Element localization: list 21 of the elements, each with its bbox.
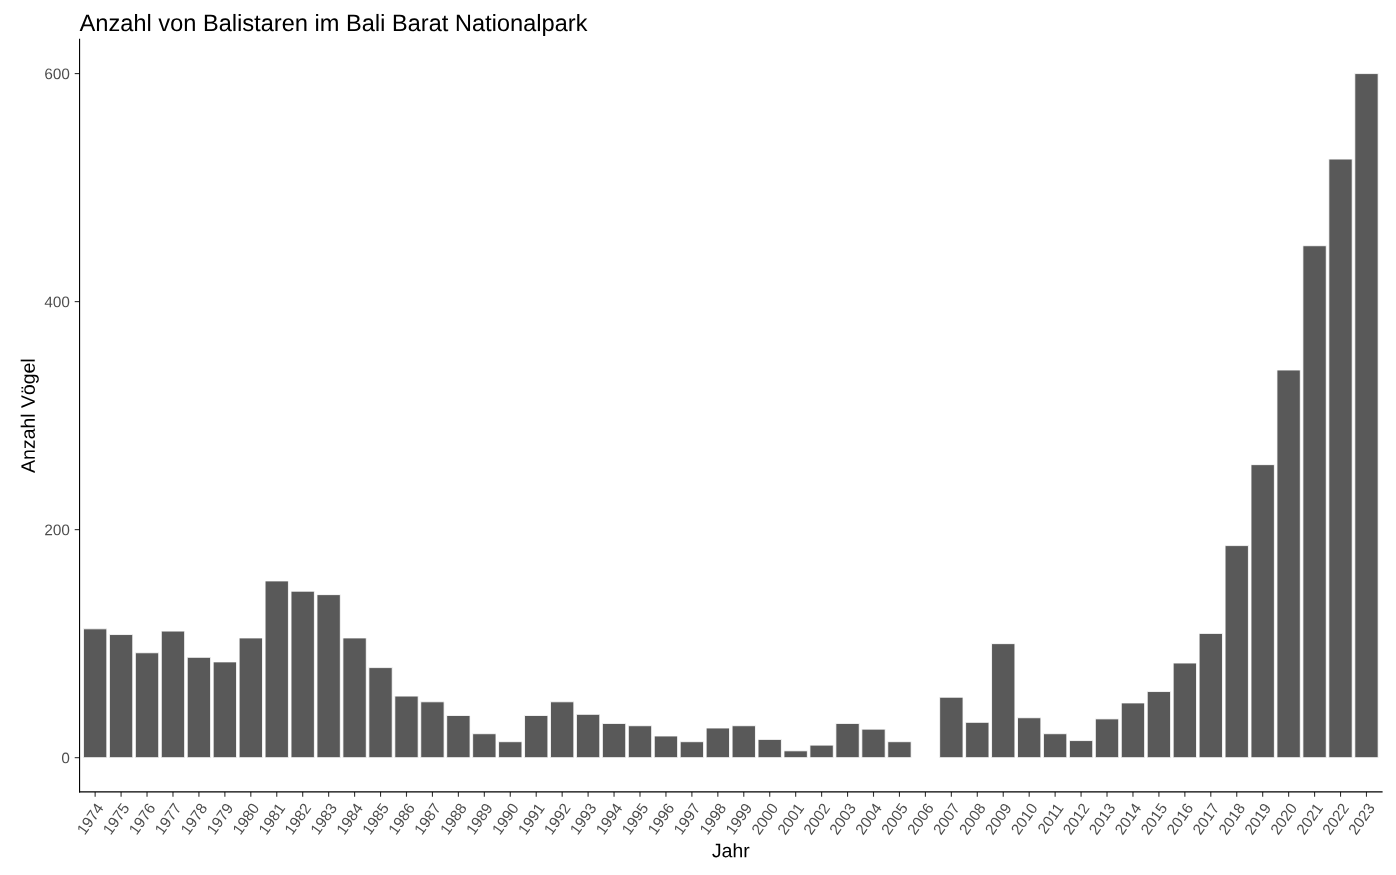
bar bbox=[1120, 702, 1146, 759]
y-axis-title: Anzahl Vögel bbox=[20, 359, 39, 473]
bar bbox=[83, 628, 108, 759]
bar bbox=[1068, 740, 1094, 759]
y-tick-label: 200 bbox=[45, 524, 70, 536]
bar bbox=[1094, 718, 1120, 759]
bar bbox=[186, 656, 212, 759]
bar bbox=[679, 741, 704, 759]
bar bbox=[160, 630, 186, 759]
bar bbox=[601, 723, 627, 759]
bar bbox=[134, 652, 160, 759]
y-tick-label: 0 bbox=[61, 752, 70, 764]
chart-title: Anzahl von Balistaren im Bali Barat Nationalpark bbox=[79, 13, 588, 36]
x-axis-title: Jahr bbox=[712, 843, 750, 858]
bar bbox=[653, 735, 679, 759]
bar bbox=[576, 713, 601, 759]
bar bbox=[627, 725, 653, 759]
bar bbox=[1146, 691, 1171, 759]
y-tick-label: 400 bbox=[44, 296, 70, 308]
bar bbox=[108, 634, 134, 759]
y-tick-label: 600 bbox=[45, 68, 70, 80]
